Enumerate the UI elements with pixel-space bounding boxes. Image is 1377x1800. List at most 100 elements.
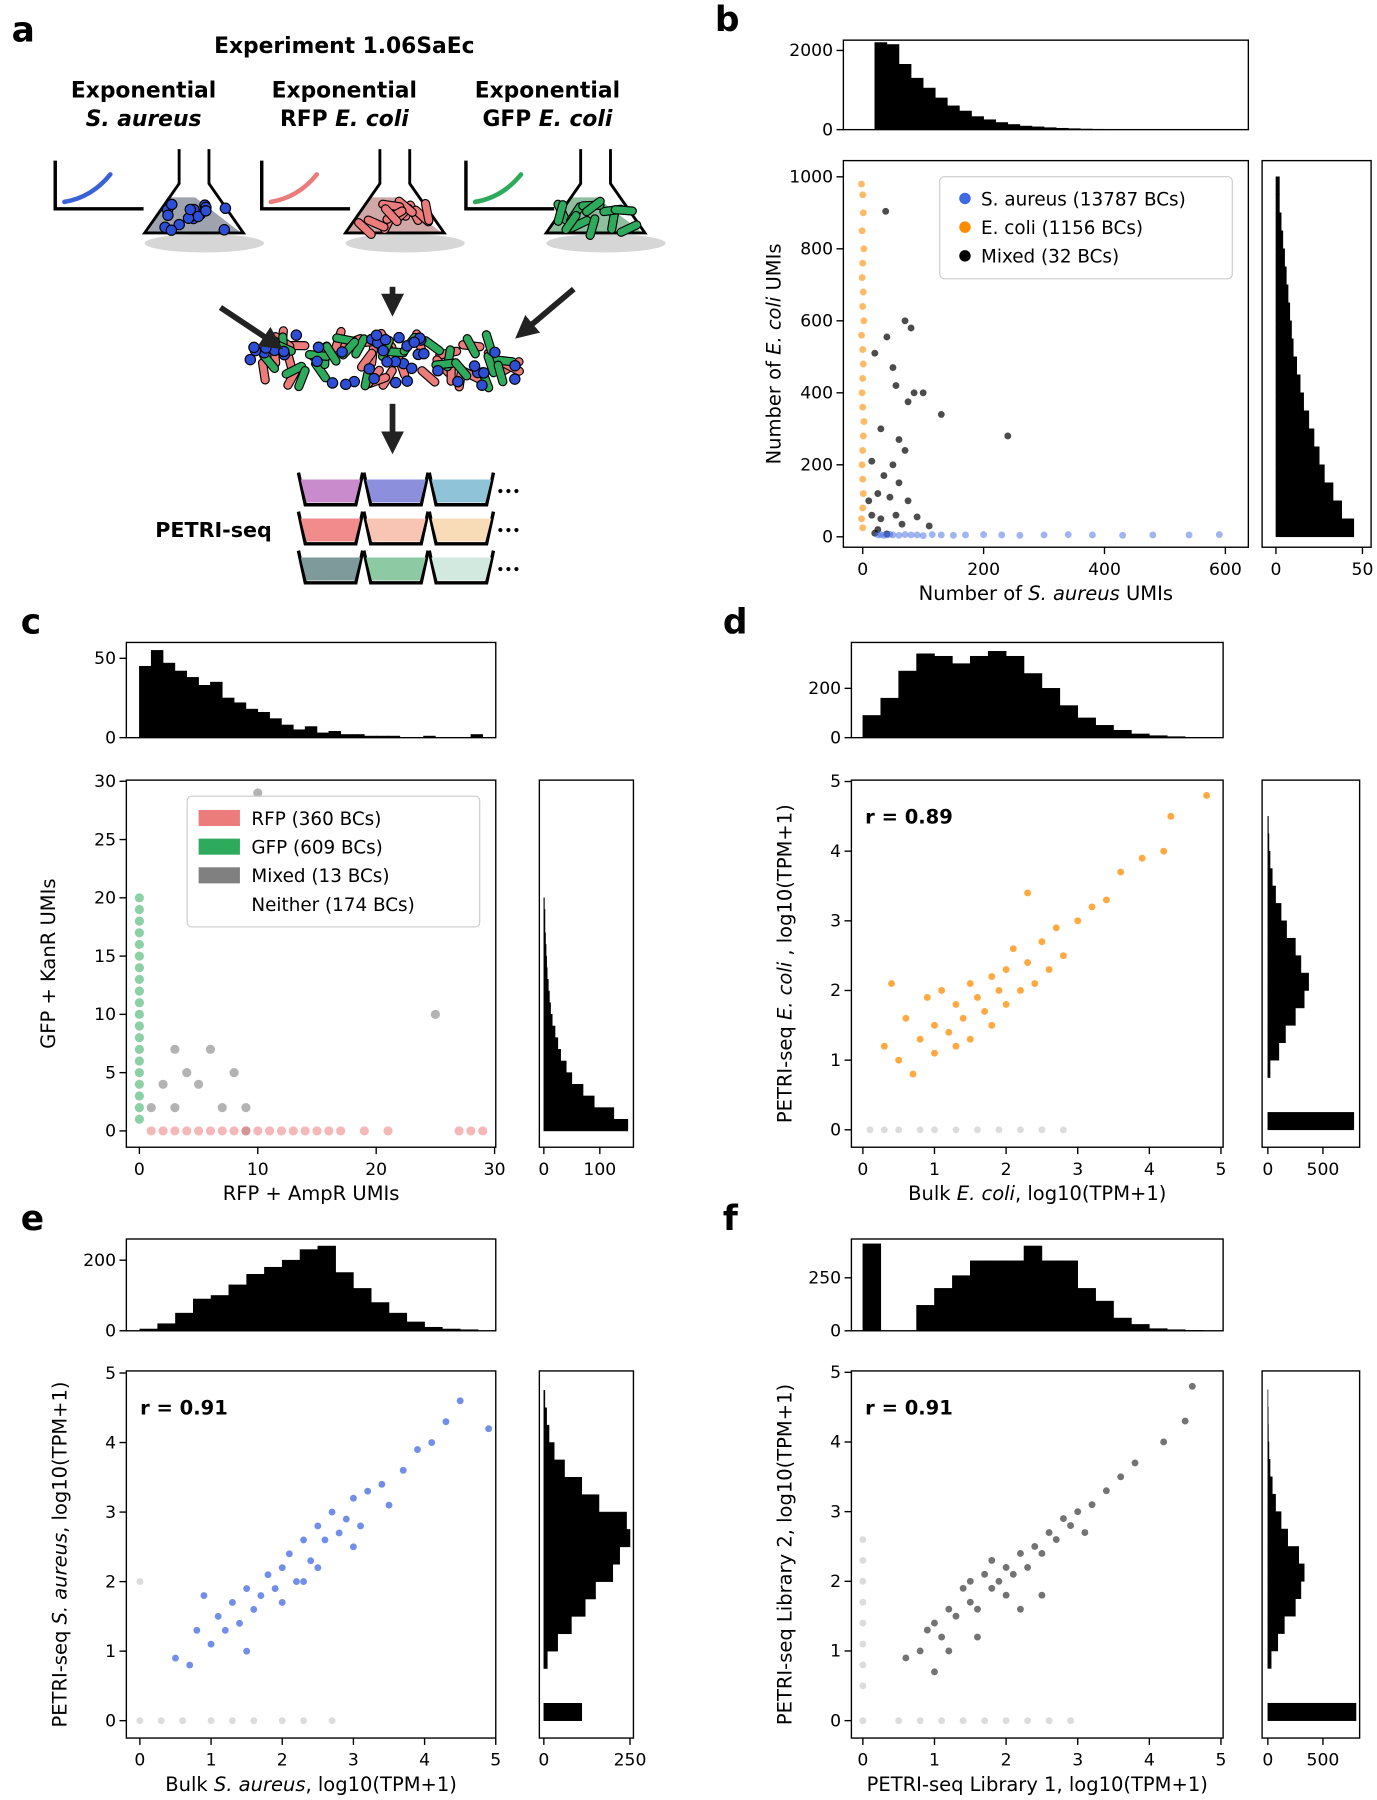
histogram-bar: [388, 1312, 408, 1331]
scatter-point: [278, 1564, 286, 1572]
histogram-bar: [1267, 920, 1287, 939]
well-liquid: [366, 518, 426, 542]
scatter-point: [1102, 1487, 1110, 1495]
histogram-bar: [162, 662, 176, 738]
histogram-bar: [543, 1477, 583, 1495]
y-tick-label: 0: [105, 728, 116, 748]
annotation: r = 0.91: [140, 1397, 228, 1420]
scatter-point: [228, 1717, 236, 1725]
scatter-point: [485, 1425, 493, 1433]
scatter-point: [158, 1126, 168, 1136]
scatter-point: [253, 788, 263, 798]
histogram-chart: c 0 50: [21, 602, 497, 748]
scatter-point: [193, 1126, 204, 1136]
legend-frame: [186, 795, 481, 928]
scatter-point: [925, 522, 933, 530]
scatter-point: [974, 1605, 981, 1613]
histogram-bar: [245, 708, 259, 738]
scatter-point: [1088, 1501, 1096, 1509]
wells: [296, 472, 519, 585]
y-tick-label: 4: [830, 1433, 841, 1453]
scatter-point: [874, 526, 882, 534]
ellipsis-dot: [514, 488, 519, 494]
scatter-point: [866, 1126, 874, 1134]
plot-area: [139, 650, 484, 738]
coccus: [478, 367, 490, 379]
scatter-point: [1024, 959, 1032, 967]
scatter-point: [859, 1717, 867, 1725]
scatter-point: [859, 374, 867, 382]
histogram-chart: e 0 200: [21, 1199, 497, 1342]
scatter-point: [328, 1717, 336, 1725]
axes-frame: [850, 1238, 1224, 1332]
plot-area: [139, 1245, 479, 1331]
scatter-point: [1088, 531, 1096, 539]
legend-label: RFP (360 BCs): [251, 809, 381, 830]
scatter-point: [1031, 980, 1039, 987]
histogram-bar: [543, 1494, 600, 1513]
x-tick-label: 0: [1270, 560, 1281, 580]
well: [362, 511, 430, 546]
coccus: [509, 360, 521, 372]
histogram-bar: [1267, 972, 1309, 991]
x-tick-label: 3: [1072, 1751, 1083, 1771]
rod: [380, 204, 402, 227]
histogram-bar: [543, 1118, 629, 1132]
coccus: [509, 373, 521, 385]
histogram-bar: [1275, 320, 1292, 340]
scatter-point: [1059, 1515, 1067, 1523]
scatter-point: [895, 1717, 903, 1725]
y-axis-label: PETRI-seq S. aureus, log10(TPM+1): [49, 1381, 72, 1727]
scatter-point: [959, 1717, 967, 1725]
scatter-point: [974, 1633, 981, 1641]
histogram-bar: [1267, 1702, 1357, 1721]
histogram-bar: [1275, 500, 1342, 520]
rod: [356, 348, 377, 372]
y-tick-label: 2: [830, 1572, 841, 1592]
scatter-point: [134, 1033, 144, 1043]
scatter-point: [974, 1126, 981, 1134]
axes-frame: [850, 1370, 1224, 1739]
histogram-bar: [1023, 1245, 1043, 1331]
scatter-point: [859, 288, 867, 296]
culture-label: Exponential: [475, 79, 620, 104]
histogram-bar: [880, 697, 899, 738]
y-tick-label: 5: [105, 1364, 116, 1384]
well: [427, 511, 496, 546]
histogram-bar: [1267, 1633, 1279, 1652]
scatter-point: [1181, 1417, 1189, 1425]
well-liquid: [300, 557, 361, 581]
histogram-bar: [1267, 1511, 1282, 1530]
x-tick-label: 0: [134, 1160, 145, 1180]
well-liquid: [366, 557, 426, 581]
scatter-point: [952, 1126, 960, 1134]
histogram-bar: [1267, 903, 1282, 922]
histogram-bar: [317, 1245, 336, 1331]
histogram-bar: [1007, 124, 1021, 130]
scatter-point: [901, 531, 909, 539]
annotation: r = 0.89: [865, 806, 953, 829]
histogram-bar: [210, 1295, 230, 1331]
scatter-chart: 0 10 20 30 0 5 10 15 20 25 30 RFP + AmpR UMIs GFP + …: [37, 772, 505, 1205]
scatter-point: [229, 1126, 239, 1136]
well-liquid: [300, 518, 361, 542]
panel-label: c: [21, 602, 41, 642]
histogram-bar: [543, 990, 550, 1004]
axes-frame: [842, 159, 1250, 548]
scatter-point: [1117, 868, 1125, 876]
scatter-point: [1160, 847, 1168, 855]
histogram-bar: [316, 732, 330, 738]
plot-area: [862, 1243, 1204, 1331]
scatter-point: [981, 1007, 989, 1015]
histogram-bar: [922, 87, 936, 130]
panel-label: a: [12, 10, 35, 50]
coccus: [278, 345, 290, 358]
scatter-point: [895, 479, 903, 487]
scatter-point: [214, 1612, 222, 1620]
scatter-point: [243, 1585, 251, 1593]
x-tick-label: 3: [348, 1751, 359, 1771]
histogram-bar: [886, 44, 900, 130]
scatter-point: [880, 1042, 888, 1050]
x-tick-label: 4: [419, 1751, 430, 1771]
histogram-bar: [1113, 729, 1132, 738]
